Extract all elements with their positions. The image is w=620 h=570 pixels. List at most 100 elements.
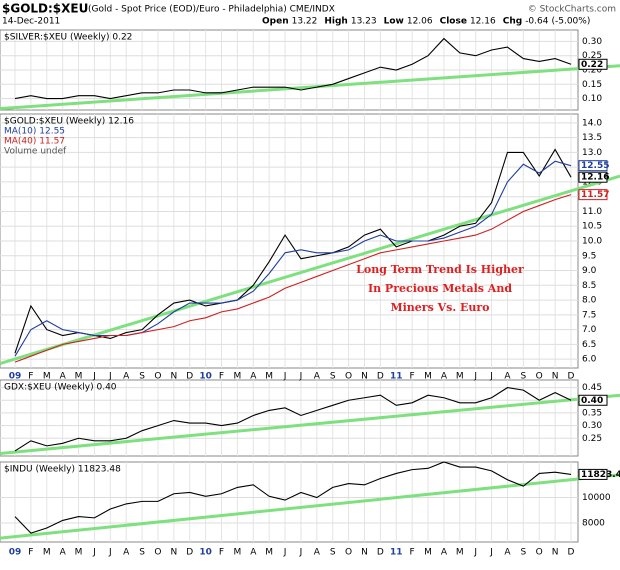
last-value-badge	[578, 160, 608, 172]
x-tick-label: F	[28, 548, 33, 558]
last-value-badge	[578, 58, 608, 70]
series-line	[14, 387, 572, 452]
x-tick-label: A	[504, 372, 511, 382]
x-tick-label: D	[377, 372, 384, 382]
panel-frame	[0, 461, 579, 543]
x-tick-label: M	[234, 548, 242, 558]
y-tick-label: 0.45	[582, 383, 602, 393]
x-tick-label: A	[250, 372, 257, 382]
legend-entry: $GOLD:$XEU (Weekly) 12.16	[4, 117, 134, 127]
last-value: 0.22	[581, 60, 603, 70]
x-tick-label: J	[299, 372, 303, 382]
x-tick-label: N	[170, 548, 177, 558]
source: © StockCharts.com	[528, 5, 616, 15]
chart-title: $GOLD:$XEU	[2, 2, 88, 16]
x-tick-label: A	[123, 548, 130, 558]
x-tick-label: S	[139, 548, 145, 558]
chart-subtitle: (Gold - Spot Price (EOD)/Euro - Philadel…	[88, 5, 335, 15]
y-tick-label: 0.30	[582, 37, 602, 47]
y-tick-label: 8000	[582, 518, 605, 528]
series-line	[14, 194, 572, 363]
series-line	[14, 461, 572, 534]
x-tick-label: F	[410, 548, 415, 558]
x-tick-label: F	[410, 372, 415, 382]
last-value: 12.16	[581, 173, 609, 183]
x-tick-label: S	[520, 548, 526, 558]
y-tick-label: 6.5	[582, 340, 596, 350]
x-tick-label: J	[473, 548, 477, 558]
y-tick-label: 8.5	[582, 281, 596, 291]
x-tick-label: A	[504, 548, 511, 558]
x-tick-label: J	[283, 548, 287, 558]
x-tick-label: J	[92, 372, 96, 382]
x-tick-label: S	[330, 548, 336, 558]
x-tick-label: M	[265, 548, 273, 558]
quote-label: Low	[384, 17, 404, 27]
annotation: In Precious Metals And	[368, 282, 512, 295]
x-tick-label: F	[219, 372, 224, 382]
x-tick-label: J	[489, 548, 493, 558]
y-tick-label: 10.0	[582, 237, 602, 247]
x-tick-label: 10	[199, 372, 212, 382]
quote-label: High	[324, 17, 347, 27]
last-value: 0.40	[581, 396, 603, 406]
x-tick-label: O	[154, 548, 161, 558]
panel-frame	[0, 379, 579, 457]
x-tick-label: S	[139, 372, 145, 382]
last-value: 11823.48	[581, 470, 620, 480]
quote-label: Close	[440, 17, 467, 27]
y-tick-label: 8.0	[582, 296, 597, 306]
annotation: Long Term Trend Is Higher	[356, 263, 524, 276]
x-tick-label: A	[314, 372, 321, 382]
x-tick-label: O	[345, 372, 352, 382]
x-tick-label: D	[377, 548, 384, 558]
x-tick-label: J	[299, 548, 303, 558]
x-tick-label: J	[92, 548, 96, 558]
trend-line	[0, 174, 620, 366]
x-tick-label: O	[536, 548, 543, 558]
legend-entry: MA(40) 11.57	[4, 137, 65, 147]
x-tick-label: M	[265, 372, 273, 382]
x-tick-label: A	[123, 372, 130, 382]
y-tick-label: 0.25	[582, 434, 602, 444]
x-tick-label: O	[536, 372, 543, 382]
y-tick-label: 0.10	[582, 94, 602, 104]
quote-value: 13.22	[292, 17, 318, 27]
trend-line	[0, 393, 620, 455]
quote-value: -0.64	[525, 17, 549, 27]
x-tick-label: S	[330, 372, 336, 382]
y-tick-label: 10.5	[582, 222, 602, 232]
y-tick-label: 13.0	[582, 148, 602, 158]
y-tick-label: 0.25	[582, 51, 602, 61]
x-tick-label: 09	[9, 548, 22, 558]
series-line	[14, 37, 572, 100]
x-tick-label: J	[489, 372, 493, 382]
quote-label: Open	[262, 17, 289, 27]
x-tick-label: M	[424, 372, 432, 382]
y-tick-label: 0.35	[582, 408, 602, 418]
x-tick-label: A	[250, 548, 257, 558]
x-tick-label: N	[552, 372, 559, 382]
x-tick-label: A	[441, 548, 448, 558]
x-tick-label: F	[28, 372, 33, 382]
last-value: 12.55	[581, 161, 609, 171]
y-tick-label: 0.30	[582, 421, 602, 431]
last-value-badge	[578, 394, 608, 406]
x-tick-label: A	[60, 548, 67, 558]
y-tick-label: 7.5	[582, 310, 596, 320]
x-tick-label: A	[314, 548, 321, 558]
y-tick-label: 13.5	[582, 133, 602, 143]
last-value-badge	[578, 189, 608, 201]
x-tick-label: F	[219, 548, 224, 558]
y-tick-label: 0.15	[582, 80, 602, 90]
x-tick-label: N	[361, 548, 368, 558]
quote-value: 12.06	[407, 17, 433, 27]
x-tick-label: 09	[9, 372, 22, 382]
x-tick-label: M	[75, 548, 83, 558]
x-tick-label: N	[361, 372, 368, 382]
x-tick-label: M	[456, 372, 464, 382]
x-tick-label: M	[424, 548, 432, 558]
y-tick-label: 0.20	[582, 66, 602, 76]
